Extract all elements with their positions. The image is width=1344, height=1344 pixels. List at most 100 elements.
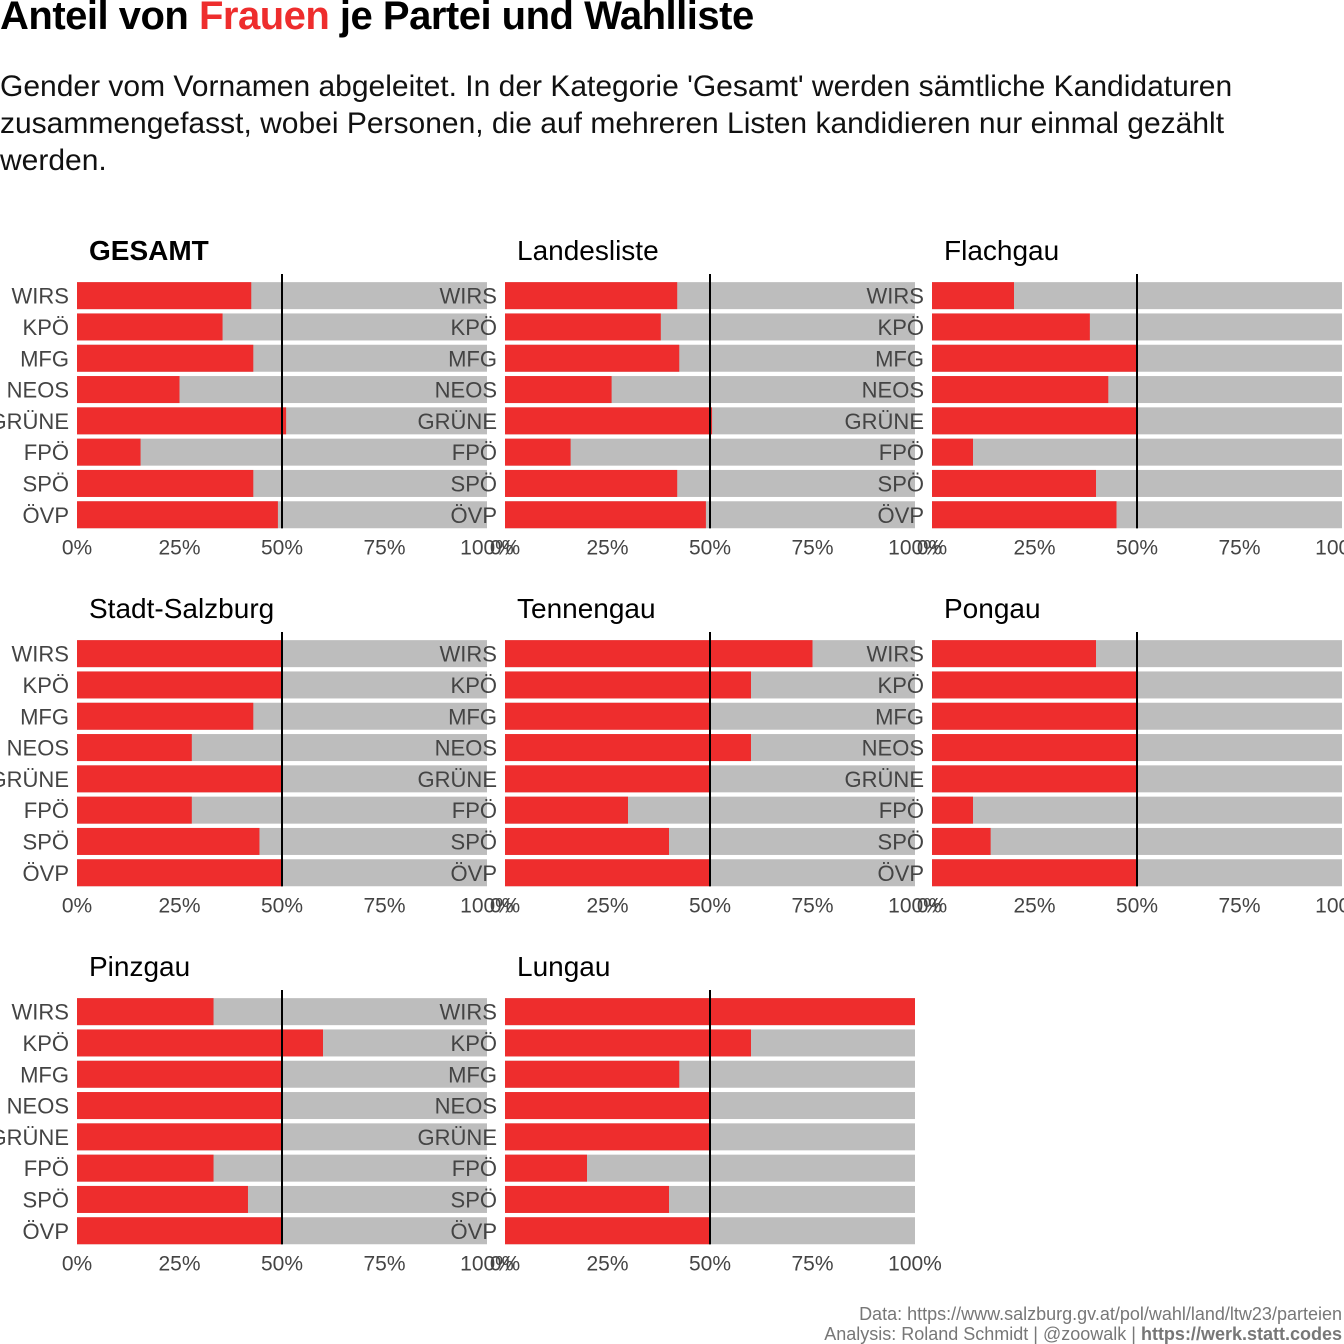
bar-women: [505, 702, 710, 730]
y-tick-label: SPÖ: [451, 1187, 497, 1212]
bar-women: [505, 469, 678, 497]
bar-women: [77, 1185, 248, 1213]
y-tick-label: KPÖ: [23, 1031, 69, 1056]
title-part-2: je Partei und Wahlliste: [329, 0, 754, 38]
x-tick-label: 0%: [490, 894, 520, 917]
panel-title: Tennengau: [517, 593, 656, 624]
y-tick-label: FPÖ: [24, 440, 69, 465]
bar-women: [505, 1154, 587, 1182]
panel-title: Pongau: [944, 593, 1041, 624]
panel-title: Lungau: [517, 951, 610, 982]
bar-women: [77, 827, 260, 855]
x-tick-label: 75%: [363, 1252, 405, 1275]
bar-women: [77, 438, 141, 466]
x-tick-label: 50%: [261, 894, 303, 917]
x-tick-label: 25%: [1013, 894, 1055, 917]
y-tick-label: WIRS: [867, 642, 924, 667]
x-tick-label: 0%: [62, 536, 92, 559]
bar-women: [932, 640, 1096, 668]
bar-women: [932, 469, 1096, 497]
x-tick-label: 50%: [1116, 894, 1158, 917]
bar-women: [505, 1217, 710, 1245]
y-tick-label: SPÖ: [451, 471, 497, 496]
y-tick-label: MFG: [875, 346, 924, 371]
y-tick-label: SPÖ: [878, 471, 924, 496]
bar-women: [77, 702, 254, 730]
y-tick-label: SPÖ: [878, 829, 924, 854]
y-tick-label: WIRS: [867, 284, 924, 309]
bar-women: [932, 344, 1137, 372]
caption-data-source: Data: https://www.salzburg.gv.at/pol/wah…: [859, 1304, 1342, 1324]
bar-women: [932, 671, 1137, 699]
y-tick-label: SPÖ: [23, 829, 69, 854]
bar-women: [932, 702, 1137, 730]
y-tick-label: GRÜNE: [0, 409, 69, 434]
bar-women: [77, 734, 192, 762]
x-tick-label: 75%: [791, 536, 833, 559]
y-tick-label: ÖVP: [878, 503, 924, 528]
bar-women: [505, 407, 713, 435]
y-tick-label: GRÜNE: [0, 1125, 69, 1150]
y-tick-label: GRÜNE: [845, 767, 924, 792]
x-tick-label: 25%: [158, 536, 200, 559]
x-tick-label: 100%: [888, 536, 942, 559]
bar-women: [77, 1217, 282, 1245]
y-tick-label: KPÖ: [878, 315, 924, 340]
bar-women: [77, 765, 282, 793]
y-tick-label: NEOS: [862, 378, 924, 403]
y-tick-label: GRÜNE: [418, 409, 497, 434]
y-tick-label: ÖVP: [878, 861, 924, 886]
y-tick-label: ÖVP: [23, 1219, 69, 1244]
y-tick-label: FPÖ: [879, 798, 924, 823]
bar-women: [77, 859, 282, 887]
bar-women: [932, 827, 991, 855]
x-tick-label: 0%: [917, 894, 947, 917]
bar-women: [77, 469, 254, 497]
x-tick-label: 0%: [490, 536, 520, 559]
x-tick-label: 25%: [1013, 536, 1055, 559]
y-tick-label: WIRS: [12, 1000, 69, 1025]
x-tick-label: 75%: [791, 894, 833, 917]
bar-women: [77, 1154, 214, 1182]
bar-women: [932, 859, 1137, 887]
bar-women: [505, 313, 661, 341]
bar-women: [932, 796, 973, 824]
x-tick-label: 75%: [1218, 536, 1260, 559]
x-tick-label: 50%: [261, 1252, 303, 1275]
bar-women: [932, 438, 973, 466]
bar-women: [505, 501, 706, 529]
bar-women: [77, 376, 180, 404]
caption-link[interactable]: https://werk.statt.codes: [1140, 1324, 1342, 1344]
x-tick-label: 100%: [460, 536, 514, 559]
y-tick-label: KPÖ: [451, 673, 497, 698]
title-highlight: Frauen: [198, 0, 330, 38]
y-tick-label: NEOS: [862, 736, 924, 761]
bar-women: [77, 1123, 282, 1151]
bar-women: [505, 282, 678, 310]
y-tick-label: KPÖ: [878, 673, 924, 698]
bar-women: [932, 407, 1137, 435]
y-tick-label: MFG: [448, 1062, 497, 1087]
y-tick-label: SPÖ: [451, 829, 497, 854]
bar-women: [505, 796, 628, 824]
y-tick-label: NEOS: [7, 1094, 69, 1119]
y-tick-label: NEOS: [435, 378, 497, 403]
bar-women: [77, 796, 192, 824]
panel-title: Flachgau: [944, 235, 1059, 266]
bar-women: [505, 344, 680, 372]
panel-title: Pinzgau: [89, 951, 190, 982]
bar-women: [77, 501, 278, 529]
panel-title: Landesliste: [517, 235, 659, 266]
y-tick-label: MFG: [20, 1062, 69, 1087]
caption-analysis: Analysis: Roland Schmidt | @zoowalk | ht…: [824, 1324, 1342, 1344]
chart-subtitle: Gender vom Vornamen abgeleitet. In der K…: [0, 70, 1233, 177]
bar-women: [932, 734, 1137, 762]
y-tick-label: GRÜNE: [418, 1125, 497, 1150]
chart-title: Anteil von Frauen je Partei und Wahllist…: [0, 0, 754, 39]
x-tick-label: 75%: [1218, 894, 1260, 917]
x-tick-label: 25%: [158, 894, 200, 917]
bar-women: [77, 1060, 282, 1088]
title-part-1: Anteil von: [0, 0, 199, 38]
x-tick-label: 100%: [460, 1252, 514, 1275]
